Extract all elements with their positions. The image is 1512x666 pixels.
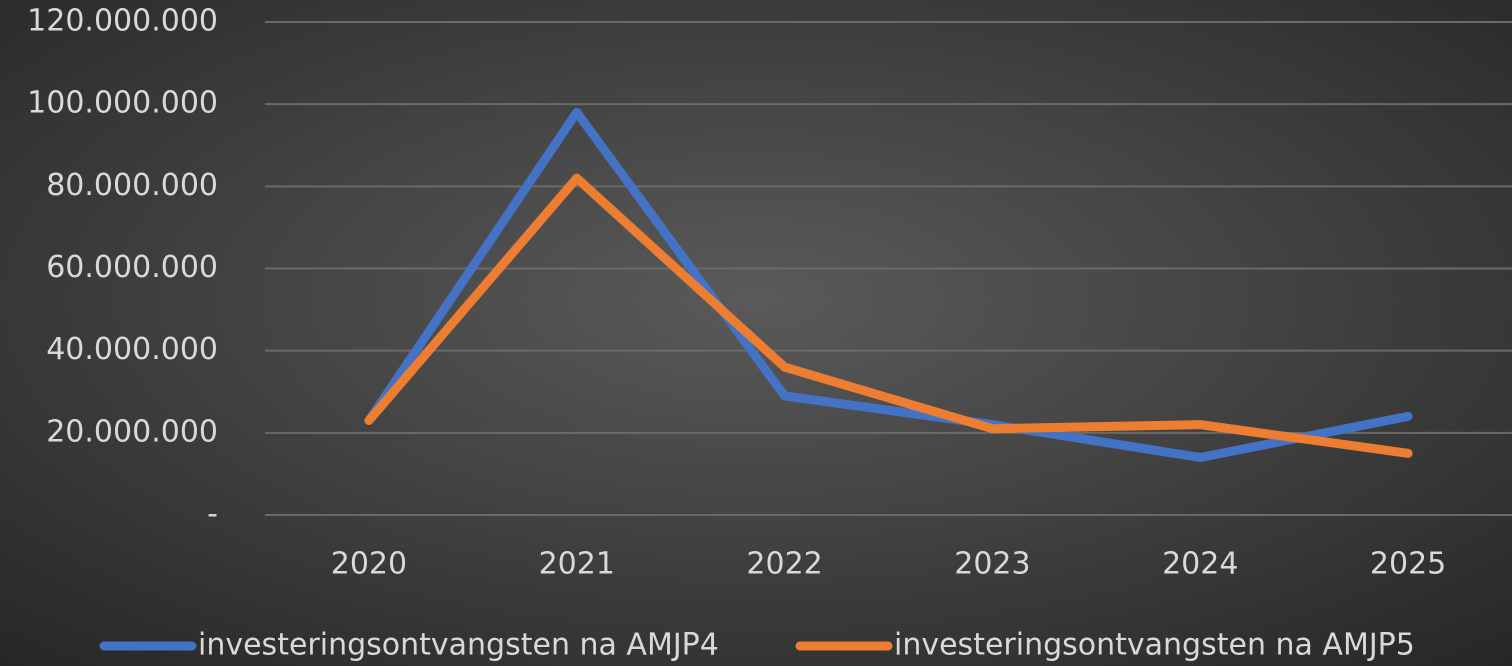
x-tick-label: 2022 [746,547,822,582]
x-tick-label: 2025 [1370,547,1446,582]
y-tick-label: 40.000.000 [46,332,218,367]
y-tick-label: 60.000.000 [46,250,218,285]
x-tick-label: 2020 [331,547,407,582]
series-line [364,173,1413,458]
y-tick-label: 20.000.000 [46,414,218,449]
legend-label: investeringsontvangsten na AMJP4 [198,628,719,663]
x-tick-label: 2024 [1162,547,1238,582]
legend-label: investeringsontvangsten na AMJP5 [894,628,1415,663]
y-tick-label: 120.000.000 [27,4,218,39]
y-tick-label: 100.000.000 [27,86,218,121]
y-tick-label: 80.000.000 [46,168,218,203]
x-tick-label: 2021 [539,547,615,582]
x-tick-label: 2023 [954,547,1030,582]
series-line [364,107,1413,462]
y-tick-label: - [207,497,218,532]
